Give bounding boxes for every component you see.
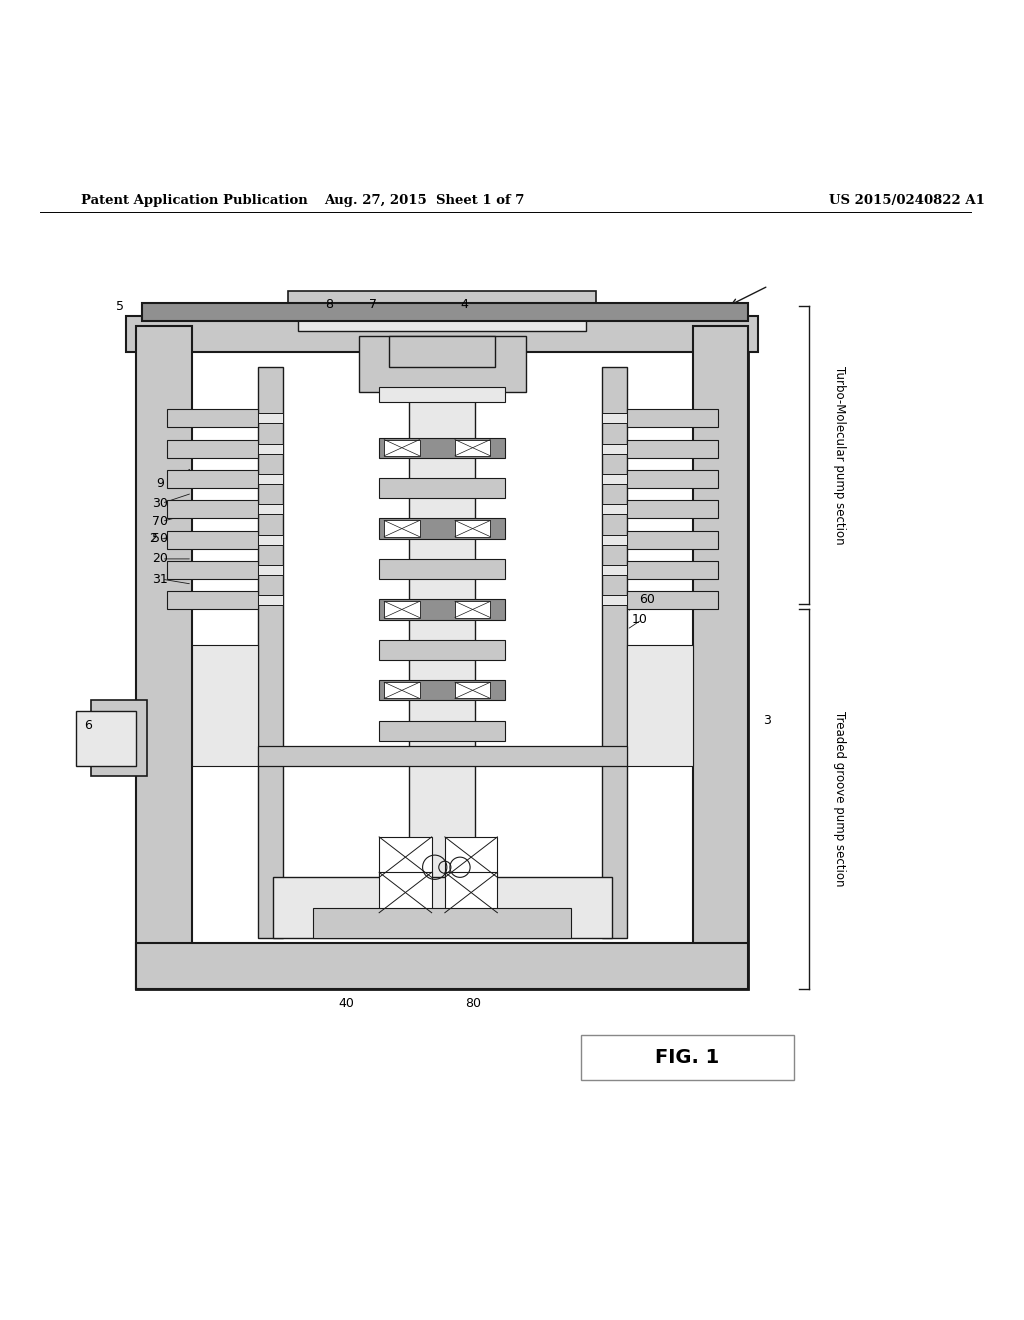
Bar [298, 317, 587, 331]
Bar [379, 438, 506, 458]
Bar [627, 561, 718, 579]
Text: 9: 9 [157, 477, 165, 490]
Bar [379, 387, 506, 403]
Text: 4: 4 [460, 297, 468, 310]
Bar [601, 474, 627, 484]
Bar [313, 908, 571, 939]
Text: 40: 40 [339, 997, 354, 1010]
Bar [136, 326, 749, 989]
Text: 20: 20 [152, 552, 168, 565]
Bar [627, 470, 718, 488]
Bar [193, 351, 692, 942]
Bar [384, 682, 420, 698]
Bar [258, 474, 283, 484]
Text: 2: 2 [150, 532, 158, 545]
Text: 10: 10 [632, 612, 648, 626]
Bar [379, 599, 506, 619]
Bar [627, 645, 692, 766]
Bar [126, 317, 758, 351]
Bar [379, 837, 432, 878]
Bar [258, 595, 283, 606]
Bar [258, 504, 283, 515]
Bar [193, 645, 258, 766]
Text: 70: 70 [152, 515, 168, 528]
Bar [258, 367, 283, 939]
Bar [692, 326, 749, 989]
Text: 50: 50 [152, 532, 168, 545]
Bar [141, 304, 749, 321]
Text: Patent Application Publication: Patent Application Publication [81, 194, 307, 206]
Text: 30: 30 [152, 496, 168, 510]
Text: Turbo-Molecular pump section: Turbo-Molecular pump section [833, 366, 846, 545]
Bar [601, 595, 627, 606]
Bar [379, 478, 506, 498]
Bar [455, 440, 490, 455]
Bar [167, 561, 258, 579]
Bar [444, 837, 498, 878]
Bar [136, 326, 193, 989]
Bar [167, 409, 258, 428]
Text: 6: 6 [84, 719, 92, 733]
Bar [379, 680, 506, 701]
Bar [601, 413, 627, 424]
Bar [167, 440, 258, 458]
Bar [167, 500, 258, 519]
Bar [288, 290, 596, 321]
Bar [258, 413, 283, 424]
Text: 31: 31 [152, 573, 167, 586]
Bar [258, 565, 283, 576]
Bar [601, 367, 627, 939]
Bar [167, 470, 258, 488]
Text: 3: 3 [763, 714, 771, 727]
Bar [455, 520, 490, 537]
Text: 5: 5 [117, 300, 124, 313]
FancyBboxPatch shape [582, 1035, 794, 1080]
Bar [627, 591, 718, 610]
Bar [627, 409, 718, 428]
Bar [389, 337, 496, 367]
Bar [455, 602, 490, 618]
Bar [601, 444, 627, 454]
Bar [258, 444, 283, 454]
Text: Aug. 27, 2015  Sheet 1 of 7: Aug. 27, 2015 Sheet 1 of 7 [325, 194, 524, 206]
Text: US 2015/0240822 A1: US 2015/0240822 A1 [829, 194, 985, 206]
Bar [627, 500, 718, 519]
Bar [167, 531, 258, 549]
Bar [379, 519, 506, 539]
Bar [384, 520, 420, 537]
Bar [601, 565, 627, 576]
Bar [379, 721, 506, 741]
Bar [258, 746, 627, 766]
Text: 60: 60 [639, 593, 654, 606]
Text: Treaded groove pump section: Treaded groove pump section [833, 711, 846, 887]
Bar [601, 504, 627, 515]
Bar [627, 531, 718, 549]
Bar [455, 682, 490, 698]
Bar [358, 337, 525, 392]
Bar [379, 558, 506, 579]
Bar [91, 701, 146, 776]
Bar [273, 878, 611, 939]
Bar [627, 440, 718, 458]
Bar [384, 440, 420, 455]
Bar [76, 710, 136, 766]
Text: 8: 8 [326, 297, 334, 310]
Bar [136, 942, 749, 989]
Text: 80: 80 [465, 997, 481, 1010]
Bar [410, 367, 475, 928]
Bar [379, 640, 506, 660]
Bar [601, 535, 627, 545]
Bar [167, 591, 258, 610]
Text: FIG. 1: FIG. 1 [655, 1048, 720, 1067]
Bar [258, 535, 283, 545]
Bar [444, 873, 498, 912]
Bar [379, 873, 432, 912]
Text: 7: 7 [369, 297, 377, 310]
Bar [384, 602, 420, 618]
